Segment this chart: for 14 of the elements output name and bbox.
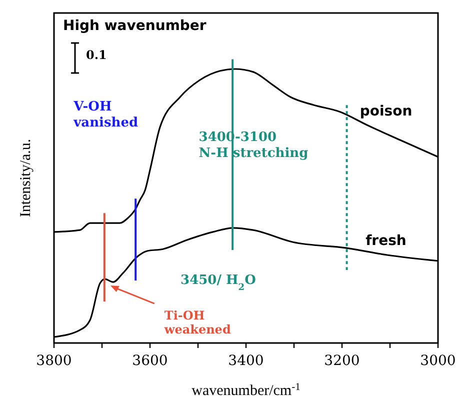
chart-title: High wavenumber: [63, 18, 206, 34]
ref-line-label: 3450/ H$_{2}$O: [180, 273, 256, 293]
x-tick-label: 3800: [36, 353, 72, 369]
x-tick-label: 3400: [228, 353, 264, 369]
series-label: poison: [360, 104, 412, 120]
x-axis-title: wavenumber/cm$^{-1}$: [192, 382, 300, 399]
series-label: fresh: [366, 232, 406, 249]
y-axis-title: Intensity/a.u.: [18, 138, 34, 218]
x-tick-label: 3000: [420, 353, 456, 369]
ref-line-label: V-OH vanished: [72, 100, 138, 131]
x-tick-label: 3200: [324, 353, 360, 369]
ref-line-label: Ti-OH weakened: [163, 308, 232, 337]
x-tick-label: 3600: [132, 353, 168, 369]
scale-bar: 0.1: [70, 42, 107, 74]
